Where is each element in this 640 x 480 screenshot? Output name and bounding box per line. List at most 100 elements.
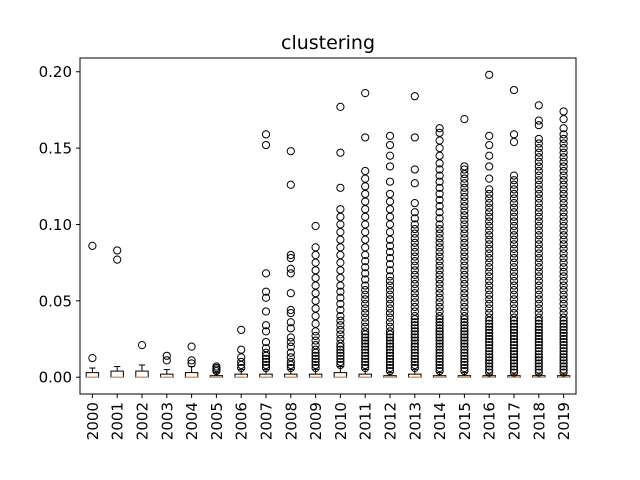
outlier-point <box>559 368 568 377</box>
outlier-point <box>559 362 568 371</box>
box-2016 <box>482 70 496 378</box>
outlier-point <box>336 325 345 334</box>
outlier-point <box>534 290 543 299</box>
outlier-point <box>361 318 370 327</box>
outlier-point <box>261 287 271 296</box>
outlier-point <box>534 226 543 235</box>
outlier-point <box>534 308 543 318</box>
outlier-point <box>336 287 345 296</box>
outlier-point <box>385 286 395 295</box>
outlier-point <box>410 270 419 279</box>
outlier-point <box>559 258 568 267</box>
outlier-point <box>460 188 469 197</box>
outlier-point <box>336 357 345 367</box>
outlier-point <box>460 224 469 234</box>
outlier-point <box>559 240 568 249</box>
outlier-point <box>559 272 568 281</box>
box-2001 <box>110 246 124 378</box>
outlier-point <box>435 247 444 257</box>
outlier-point <box>559 286 568 295</box>
x-tick-label: 2002 <box>134 402 152 440</box>
outlier-point <box>435 302 444 312</box>
outlier-point <box>509 356 519 365</box>
outlier-point <box>361 89 370 98</box>
outlier-point <box>410 214 419 223</box>
outlier-point <box>261 337 271 347</box>
outlier-point <box>361 308 370 318</box>
outlier-point <box>435 312 444 321</box>
outlier-point <box>410 327 419 336</box>
outlier-point <box>460 289 469 298</box>
outlier-point <box>361 299 370 308</box>
outlier-point <box>385 247 395 257</box>
outlier-point <box>410 363 419 373</box>
outlier-point <box>559 198 568 208</box>
outlier-point <box>559 148 568 157</box>
outlier-point <box>435 238 444 247</box>
outlier-point <box>361 275 370 284</box>
x-tick-label: 2016 <box>481 402 499 440</box>
outlier-point <box>385 276 395 286</box>
outlier-point <box>435 342 444 351</box>
outlier-point <box>509 208 519 217</box>
outlier-point <box>559 319 568 328</box>
outlier-point <box>485 362 494 371</box>
outlier-point <box>460 302 469 312</box>
outlier-point <box>410 318 419 327</box>
box-2014 <box>432 124 447 378</box>
outlier-point <box>435 339 444 348</box>
outlier-point <box>534 240 543 249</box>
outlier-point <box>485 347 494 356</box>
x-tick-label: 2005 <box>208 402 226 440</box>
outlier-point <box>485 240 494 249</box>
outlier-point <box>410 198 419 208</box>
outlier-point <box>286 250 295 260</box>
outlier-point <box>137 341 147 350</box>
outlier-point <box>385 357 395 367</box>
outlier-point <box>361 348 370 357</box>
x-tick-label: 2012 <box>382 402 400 440</box>
outlier-point <box>534 194 543 203</box>
x-tick-label: 2000 <box>84 402 102 440</box>
outlier-point <box>435 279 444 289</box>
outlier-point <box>410 179 419 188</box>
outlier-point <box>485 337 494 347</box>
outlier-point <box>336 299 345 308</box>
outlier-point <box>261 344 271 353</box>
outlier-point <box>485 344 494 353</box>
x-tick-label: 2003 <box>158 402 176 440</box>
outlier-point <box>509 130 519 139</box>
outlier-point <box>534 356 543 365</box>
outlier-point <box>460 275 469 284</box>
outlier-point <box>435 366 444 376</box>
outlier-point <box>361 269 370 278</box>
outlier-point <box>435 324 444 333</box>
outlier-point <box>385 360 395 370</box>
outlier-point <box>485 353 494 362</box>
outlier-point <box>485 258 494 267</box>
outlier-point <box>261 307 271 316</box>
outlier-point <box>385 339 395 348</box>
outlier-point <box>361 286 370 295</box>
box-2012 <box>383 131 397 378</box>
outlier-point <box>336 339 345 348</box>
outlier-point <box>336 321 345 330</box>
outlier-point <box>336 316 345 325</box>
outlier-point <box>559 166 568 176</box>
outlier-point <box>559 171 568 180</box>
outlier-point <box>435 128 444 137</box>
outlier-point <box>485 334 494 344</box>
outlier-point <box>410 257 419 266</box>
outlier-point <box>385 266 395 275</box>
outlier-point <box>361 263 370 272</box>
outlier-point <box>559 325 568 334</box>
outlier-point <box>460 327 469 336</box>
outlier-point <box>534 180 543 189</box>
outlier-point <box>460 284 469 293</box>
outlier-point <box>460 220 469 229</box>
box-2017 <box>507 85 521 378</box>
outlier-point <box>261 360 271 370</box>
outlier-point <box>113 255 122 264</box>
outlier-point <box>261 348 271 357</box>
outlier-point <box>385 313 395 322</box>
